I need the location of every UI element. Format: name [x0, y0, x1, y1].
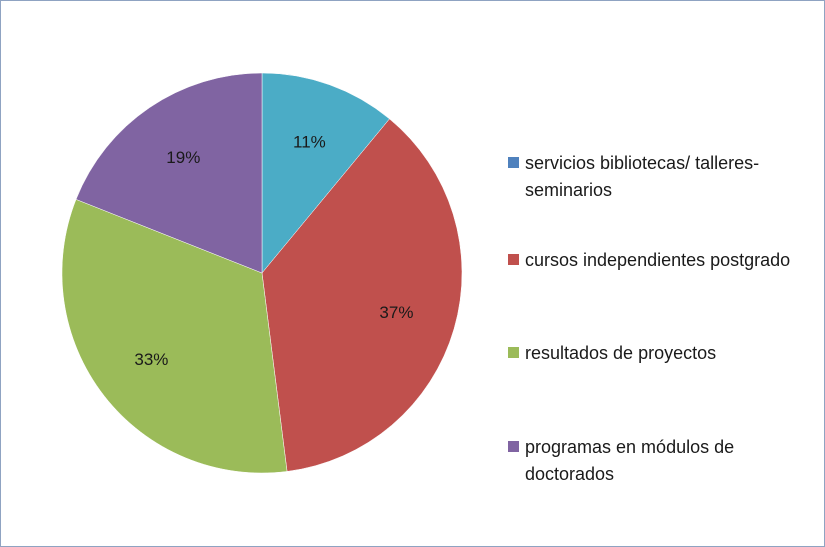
- legend-item-programas: programas en módulos de doctorados: [508, 434, 800, 488]
- legend-label-cursos: cursos independientes postgrado: [525, 250, 791, 270]
- pie-slice-servicios: [261, 72, 390, 274]
- legend-label-programas: programas en módulos de doctorados: [525, 437, 735, 484]
- pie-slice-resultados: [61, 199, 288, 474]
- pie-slice-programas: [75, 72, 263, 274]
- legend-swatch-cursos: [508, 254, 519, 265]
- pie-slice-cursos: [261, 118, 463, 472]
- legend-item-cursos: cursos independientes postgrado: [508, 247, 800, 274]
- data-label-resultados: 33%: [134, 350, 168, 369]
- data-label-programas: 19%: [166, 148, 200, 167]
- legend-item-servicios: servicios bibliotecas/ talleres-seminari…: [508, 150, 800, 204]
- legend-swatch-programas: [508, 441, 519, 452]
- data-label-servicios: 11%: [293, 132, 326, 151]
- legend-label-servicios: servicios bibliotecas/ talleres-seminari…: [525, 153, 760, 200]
- legend-item-resultados: resultados de proyectos: [508, 340, 800, 367]
- legend-swatch-servicios: [508, 157, 519, 168]
- legend-swatch-resultados: [508, 347, 519, 358]
- data-label-cursos: 37%: [379, 303, 413, 322]
- legend-label-resultados: resultados de proyectos: [525, 343, 717, 363]
